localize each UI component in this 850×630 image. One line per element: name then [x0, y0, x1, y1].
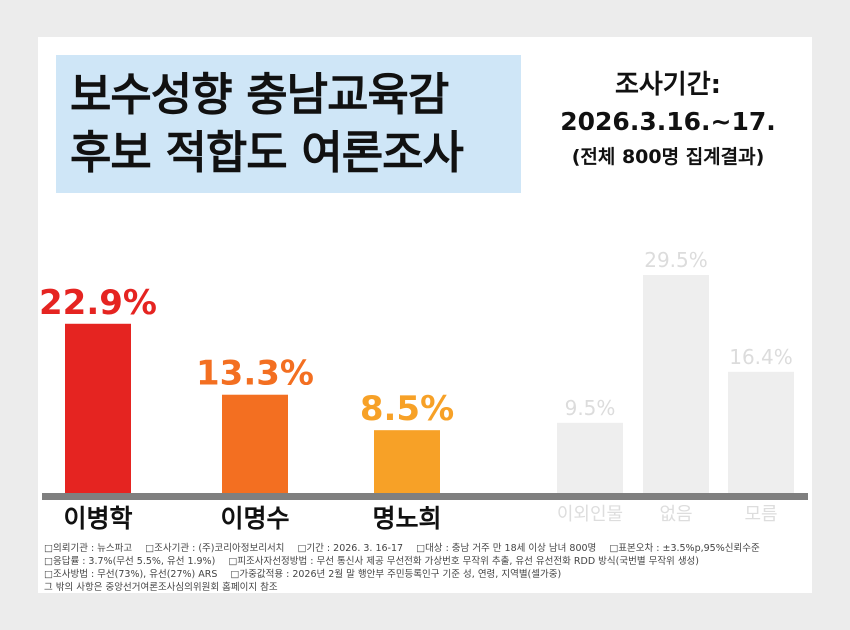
- footnote-line-1: □의뢰기관 : 뉴스파고 □조사기관 : (주)코리아정보리서치 □기간 : 2…: [44, 542, 810, 555]
- bar: [65, 323, 131, 493]
- title-line-2: 후보 적합도 여론조사: [70, 126, 464, 179]
- title-line-1: 보수성향 충남교육감: [70, 68, 449, 121]
- poll-card: 보수성향 충남교육감 후보 적합도 여론조사 조사기간: 2026.3.16.~…: [38, 37, 812, 593]
- category-label: 이명수: [220, 504, 289, 533]
- bar: [222, 394, 288, 493]
- period-note: (전체 800명 집계결과): [571, 146, 765, 168]
- data-label: 9.5%: [565, 396, 616, 420]
- category-label: 모름: [744, 504, 777, 525]
- category-label: 없음: [659, 504, 692, 525]
- period-label: 조사기간:: [614, 70, 722, 100]
- x-axis-baseline: [42, 493, 808, 500]
- bar: [643, 275, 709, 493]
- footnote-line-2: □응답률 : 3.7%(무선 5.5%, 유선 1.9%) □피조사자선정방법 …: [44, 555, 810, 568]
- footnote-item: □기간 : 2026. 3. 16-17: [297, 543, 404, 554]
- bar-chart: 22.9% 이병학 13.3% 이명수 8.5% 명노희 9.5% 이외인물 29.5% 없음 16…: [38, 248, 808, 533]
- survey-period: 조사기간: 2026.3.16.~17. (전체 800명 집계결과): [533, 67, 803, 173]
- title-box: 보수성향 충남교육감 후보 적합도 여론조사: [56, 55, 521, 193]
- bar: [728, 371, 794, 493]
- category-label: 명노희: [372, 504, 441, 533]
- data-label: 13.3%: [196, 354, 314, 394]
- category-label: 이외인물: [557, 504, 623, 525]
- footnote-item: □대상 : 충남 거주 만 18세 이상 남녀 800명: [416, 543, 597, 554]
- data-label: 8.5%: [360, 389, 454, 429]
- footnote-line-4: 그 밖의 사항은 중앙선거여론조사심의위원회 홈페이지 참조: [44, 581, 810, 593]
- data-label: 22.9%: [39, 283, 157, 323]
- footnote-item: □가중값적용 : 2026년 2월 말 행안부 주민등록인구 기준 성, 연령,…: [230, 569, 562, 580]
- footnote-item: □응답률 : 3.7%(무선 5.5%, 유선 1.9%): [44, 556, 216, 567]
- footnote-item: □피조사자선정방법 : 무선 통신사 제공 무선전화 가상번호 무작위 추출, …: [228, 556, 700, 567]
- footnote-item: 그 밖의 사항은 중앙선거여론조사심의위원회 홈페이지 참조: [44, 582, 278, 593]
- category-label: 이병학: [63, 504, 132, 533]
- footnote-line-3: □조사방법 : 무선(73%), 유선(27%) ARS □가중값적용 : 20…: [44, 568, 810, 581]
- bar: [557, 422, 623, 493]
- footnotes: □의뢰기관 : 뉴스파고 □조사기관 : (주)코리아정보리서치 □기간 : 2…: [44, 542, 810, 593]
- data-label: 16.4%: [729, 345, 793, 369]
- period-date: 2026.3.16.~17.: [560, 107, 776, 136]
- footnote-item: □조사방법 : 무선(73%), 유선(27%) ARS: [44, 569, 218, 580]
- footnote-item: □조사기관 : (주)코리아정보리서치: [145, 543, 285, 554]
- data-label: 29.5%: [644, 248, 708, 272]
- bar: [374, 430, 440, 493]
- footnote-item: □의뢰기관 : 뉴스파고: [44, 543, 133, 554]
- footnote-item: □표본오차 : ±3.5%p,95%신뢰수준: [609, 543, 760, 554]
